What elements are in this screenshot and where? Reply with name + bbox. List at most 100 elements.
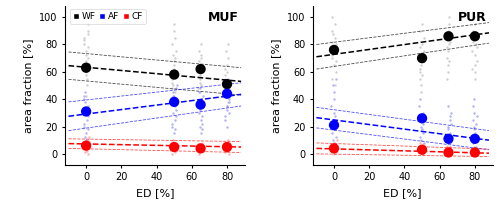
Point [469,40,477,43]
Point [420,148,428,151]
Point [472,122,480,125]
Point [444,32,452,35]
Point [168,143,176,146]
Point [418,144,426,147]
Point [469,118,477,121]
Point [416,141,424,145]
Point [444,147,452,150]
Point [82,110,90,113]
Point [332,36,340,39]
Point [197,54,205,57]
Point [329,143,337,146]
Point [224,43,232,46]
Point [168,91,176,94]
Point [444,22,452,26]
Point [446,114,454,117]
Point [84,114,92,117]
Point [82,54,90,57]
Point [470,15,478,19]
Point [170,132,178,135]
Point [444,70,452,74]
Point [195,152,203,156]
Point [223,150,231,153]
Point [84,29,92,32]
Point [469,29,477,32]
Point [445,152,453,156]
Point [172,50,180,53]
Point [168,87,175,90]
Point [169,111,177,115]
Point [420,145,428,149]
Point [84,140,92,143]
Point [332,151,340,154]
Point [470,139,478,142]
Point [168,141,176,145]
Point [222,87,230,90]
Point [417,91,425,94]
Point [170,145,178,149]
Point [82,139,90,142]
Point [168,43,175,46]
Point [223,63,231,67]
Point [445,136,453,139]
Point [223,145,231,149]
Point [419,132,427,135]
Text: A: A [32,0,46,3]
Point [417,84,425,87]
Point [446,145,454,149]
Point [196,63,203,67]
Point [224,148,232,151]
Point [170,29,177,32]
X-axis label: ED [%]: ED [%] [136,188,174,198]
Point [472,63,480,67]
Point [224,77,232,80]
Point [474,151,482,154]
Point [446,122,454,125]
Point [470,22,478,26]
Point [418,148,426,151]
Point [82,144,90,147]
Point [330,50,338,53]
Point [416,70,424,74]
Point [84,143,92,146]
Point [84,56,92,60]
Point [222,70,230,74]
Point [222,95,230,98]
Point [329,125,337,128]
Point [223,92,231,95]
Point [222,145,230,149]
Point [224,144,232,147]
Point [444,104,452,108]
Y-axis label: area fraction [%]: area fraction [%] [24,38,34,133]
Point [222,91,230,94]
Point [473,59,481,63]
Point [417,147,425,150]
Point [195,70,203,74]
Point [80,145,88,149]
Point [172,104,179,108]
Point [447,151,455,154]
Point [168,81,176,84]
Point [469,148,477,151]
Point [468,67,476,71]
Point [332,43,340,46]
Point [172,148,180,151]
Point [84,84,92,87]
Point [170,97,178,101]
Point [330,63,338,67]
Point [84,147,92,150]
Point [197,84,205,87]
Point [196,103,204,106]
Point [172,151,179,154]
Point [194,87,202,90]
Point [220,67,228,71]
Point [471,151,479,154]
Point [472,145,480,149]
Point [168,73,176,76]
Point [196,81,204,84]
Point [472,152,480,156]
Point [446,118,454,121]
Point [418,151,426,154]
Point [416,59,424,63]
Point [332,148,340,151]
